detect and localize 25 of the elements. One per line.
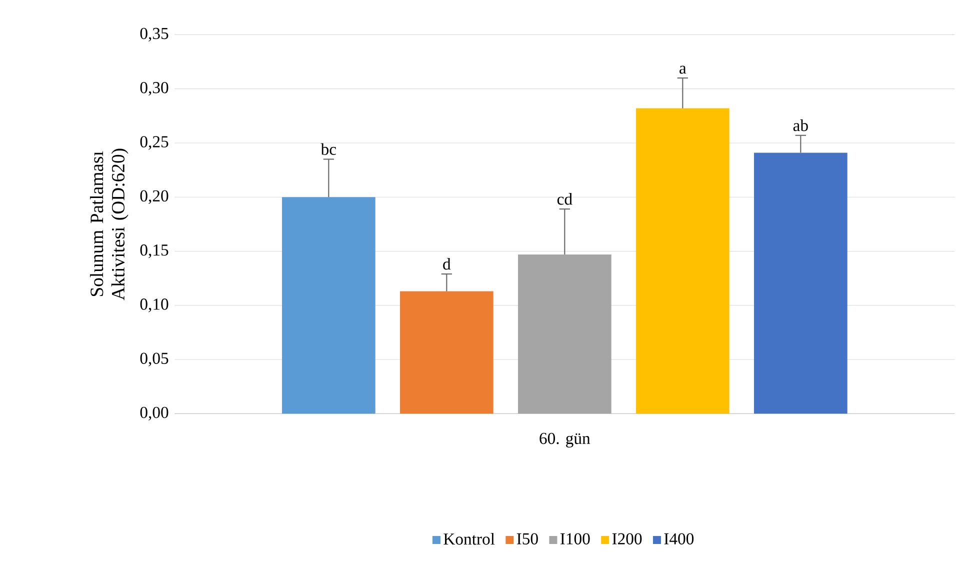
legend-label: I200	[612, 533, 642, 544]
y-tick-label: 0,15	[140, 244, 168, 258]
legend-label: I50	[516, 533, 538, 544]
y-tick-label: 0,05	[140, 352, 168, 366]
bar	[518, 254, 612, 414]
x-tick-label: 60. gün	[540, 432, 590, 448]
y-tick-label: 0,10	[140, 298, 168, 312]
annotation: d	[443, 258, 451, 270]
y-tick-label: 0,35	[140, 28, 168, 42]
y-tick-label: 0,25	[140, 136, 168, 150]
legend-label: I100	[560, 533, 590, 544]
annotation: ab	[793, 119, 808, 132]
annotation: a	[680, 66, 686, 74]
y-tick-label: 0,20	[140, 190, 168, 204]
legend-label: I400	[664, 533, 694, 544]
legend-label: Kontrol	[444, 532, 495, 545]
y-axis-title: Solunum Patlaması Aktivitesi (OD:620)	[90, 148, 128, 300]
y-tick-label: 0,00	[140, 406, 168, 420]
annotation: bc	[320, 143, 336, 155]
bar	[636, 108, 730, 414]
y-tick-label: 0,30	[140, 82, 168, 96]
annotation: cd	[557, 193, 572, 205]
bar	[282, 197, 376, 414]
bar	[400, 291, 494, 414]
bar	[754, 152, 848, 414]
